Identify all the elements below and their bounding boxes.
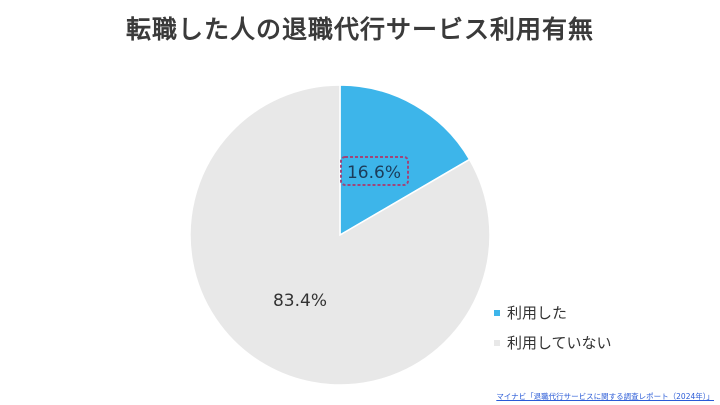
source-link[interactable]: マイナビ「退職代行サービスに関する調査レポート（2024年）」 [496, 392, 714, 401]
data-label: 16.6% [347, 163, 401, 183]
legend-item-used: 利用した [494, 302, 567, 323]
legend-swatch [494, 309, 500, 316]
data-label: 83.4% [273, 291, 327, 311]
highlight-box [340, 156, 409, 186]
legend-item-not-used: 利用していない [494, 332, 612, 353]
pie-slice [189, 84, 491, 386]
legend-swatch [494, 339, 500, 346]
chart-title: 転職した人の退職代行サービス利用有無 [125, 15, 594, 44]
legend-label: 利用していない [507, 334, 612, 352]
legend-label: 利用した [507, 304, 568, 322]
pie-slice [339, 84, 471, 237]
